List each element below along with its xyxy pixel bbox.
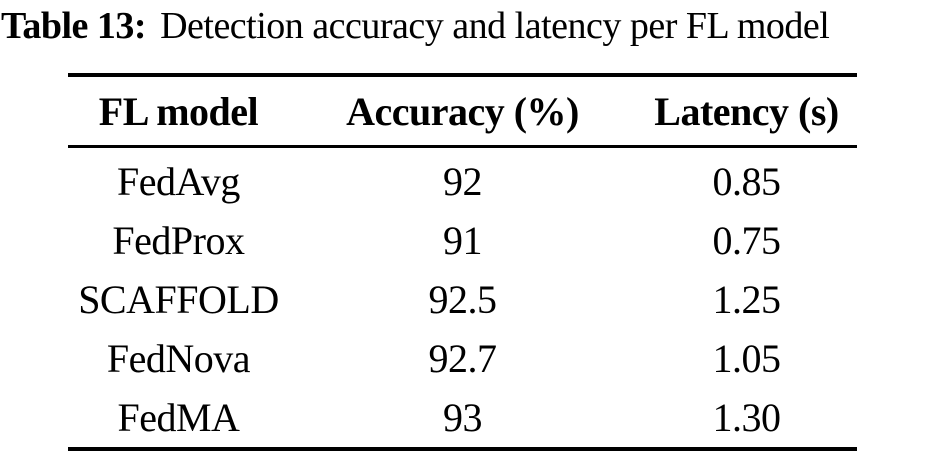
cell-model: SCAFFOLD [78, 277, 279, 322]
cell-model: FedAvg [116, 159, 240, 204]
table-header-row: FL model Accuracy (%) Latency (s) [68, 77, 857, 148]
header-cell-fl-model: FL model [98, 88, 259, 134]
table-row: FedNova 92.7 1.05 [68, 329, 857, 388]
header-cell-accuracy: Accuracy (%) [346, 88, 579, 134]
cell-accuracy: 93 [442, 395, 483, 440]
cell-latency: 0.75 [712, 218, 781, 263]
cell-accuracy: 92.5 [428, 277, 497, 322]
table-row: FedAvg 92 0.85 [68, 152, 857, 211]
caption-text: Detection accuracy and latency per FL mo… [160, 5, 830, 47]
cell-model: FedNova [106, 336, 251, 381]
header-cell-latency: Latency (s) [654, 88, 839, 134]
cell-latency: 1.25 [712, 277, 781, 322]
cell-accuracy: 92.7 [428, 336, 497, 381]
cell-latency: 0.85 [712, 159, 781, 204]
cell-model: FedMA [117, 395, 240, 440]
cell-model: FedProx [112, 218, 245, 263]
table-caption: Table 13: Detection accuracy and latency … [1, 2, 830, 50]
data-table: FL model Accuracy (%) Latency (s) FedAvg… [68, 73, 857, 451]
cell-accuracy: 92 [442, 159, 483, 204]
table-body: FedAvg 92 0.85 FedProx 91 0.75 SCAFFOLD … [68, 148, 857, 447]
cell-accuracy: 91 [442, 218, 483, 263]
cell-latency: 1.30 [712, 395, 781, 440]
caption-label: Table 13: [1, 5, 147, 47]
cell-latency: 1.05 [712, 336, 781, 381]
table-row: FedProx 91 0.75 [68, 211, 857, 270]
table-row: FedMA 93 1.30 [68, 388, 857, 447]
table-row: SCAFFOLD 92.5 1.25 [68, 270, 857, 329]
